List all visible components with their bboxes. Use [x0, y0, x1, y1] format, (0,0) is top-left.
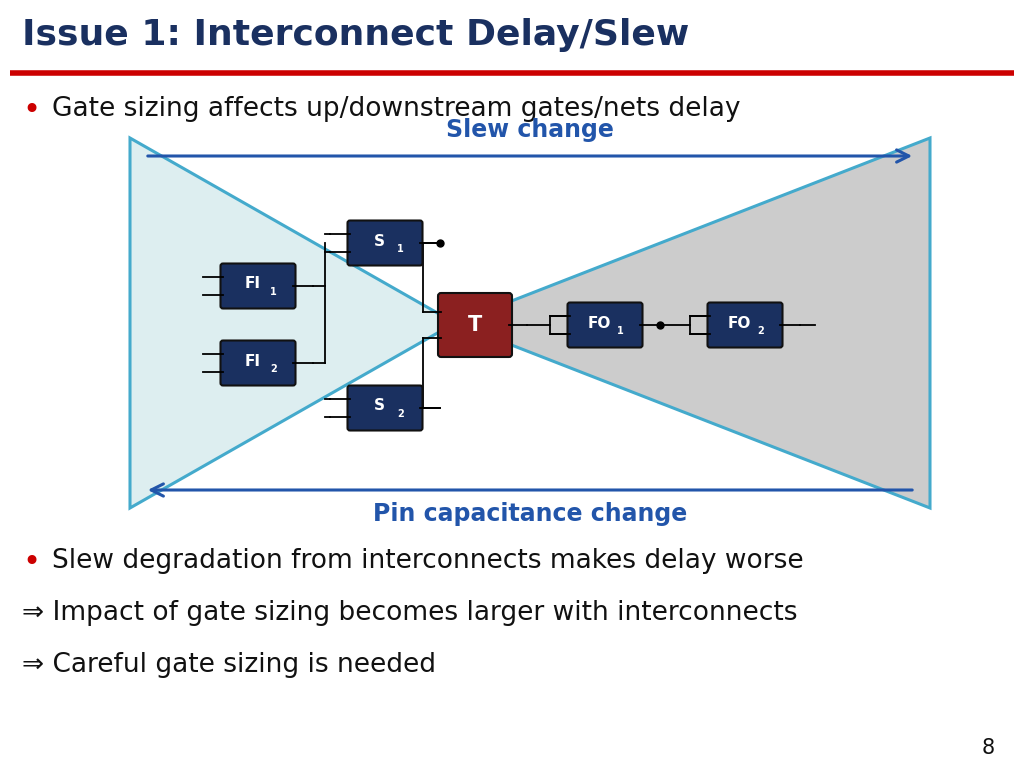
FancyBboxPatch shape	[567, 303, 642, 347]
Text: Slew degradation from interconnects makes delay worse: Slew degradation from interconnects make…	[52, 548, 804, 574]
FancyBboxPatch shape	[220, 340, 296, 386]
Text: Issue 1: Interconnect Delay/Slew: Issue 1: Interconnect Delay/Slew	[22, 18, 689, 52]
FancyBboxPatch shape	[347, 386, 423, 431]
Text: •: •	[22, 96, 40, 125]
Text: FI: FI	[245, 276, 260, 292]
FancyBboxPatch shape	[220, 263, 296, 309]
Text: FO: FO	[728, 316, 751, 330]
Text: S: S	[374, 399, 385, 413]
Polygon shape	[455, 138, 930, 508]
Text: T: T	[468, 315, 482, 335]
FancyBboxPatch shape	[347, 220, 423, 266]
Text: ⇒ Careful gate sizing is needed: ⇒ Careful gate sizing is needed	[22, 652, 436, 678]
Text: •: •	[22, 548, 40, 577]
Text: FI: FI	[245, 353, 260, 369]
Text: 2: 2	[270, 364, 276, 374]
Text: 2: 2	[397, 409, 403, 419]
Text: 1: 1	[397, 244, 403, 254]
Text: Pin capacitance change: Pin capacitance change	[373, 502, 687, 526]
Text: S: S	[374, 233, 385, 249]
FancyBboxPatch shape	[708, 303, 782, 347]
FancyBboxPatch shape	[438, 293, 512, 357]
Text: FO: FO	[588, 316, 611, 330]
Text: Gate sizing affects up/downstream gates/nets delay: Gate sizing affects up/downstream gates/…	[52, 96, 740, 122]
Text: 8: 8	[982, 738, 995, 758]
Text: 2: 2	[757, 326, 764, 336]
Text: ⇒ Impact of gate sizing becomes larger with interconnects: ⇒ Impact of gate sizing becomes larger w…	[22, 600, 798, 626]
Text: Slew change: Slew change	[446, 118, 614, 142]
Text: 1: 1	[617, 326, 624, 336]
Polygon shape	[130, 138, 455, 508]
Text: 1: 1	[270, 287, 276, 297]
